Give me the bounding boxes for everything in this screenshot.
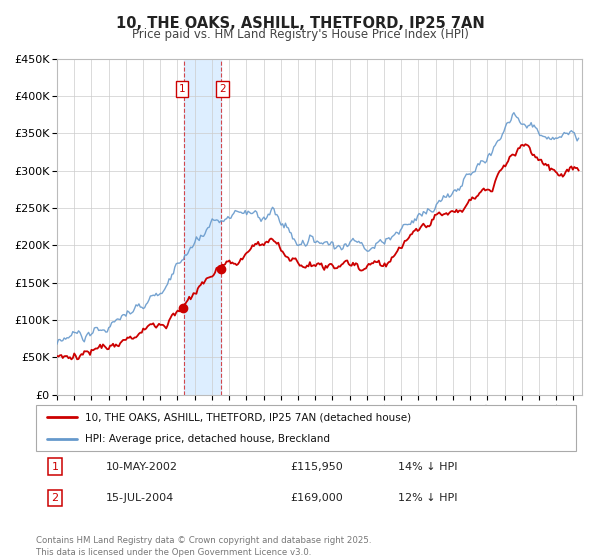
Text: £115,950: £115,950 [290,461,343,472]
Text: 2: 2 [52,493,58,503]
Text: £169,000: £169,000 [290,493,343,503]
Text: 10, THE OAKS, ASHILL, THETFORD, IP25 7AN (detached house): 10, THE OAKS, ASHILL, THETFORD, IP25 7AN… [85,412,411,422]
Bar [184,59,221,395]
Text: 1: 1 [179,83,185,94]
Text: 2: 2 [220,83,226,94]
Text: Contains HM Land Registry data © Crown copyright and database right 2025.
This d: Contains HM Land Registry data © Crown c… [36,536,371,557]
Text: 1: 1 [52,461,58,472]
Text: Price paid vs. HM Land Registry's House Price Index (HPI): Price paid vs. HM Land Registry's House … [131,28,469,41]
Text: 14% ↓ HPI: 14% ↓ HPI [398,461,457,472]
Text: 10, THE OAKS, ASHILL, THETFORD, IP25 7AN: 10, THE OAKS, ASHILL, THETFORD, IP25 7AN [116,16,484,31]
Text: 15-JUL-2004: 15-JUL-2004 [106,493,175,503]
Text: 12% ↓ HPI: 12% ↓ HPI [398,493,457,503]
Text: HPI: Average price, detached house, Breckland: HPI: Average price, detached house, Brec… [85,435,329,444]
FancyBboxPatch shape [36,405,576,451]
Text: 10-MAY-2002: 10-MAY-2002 [106,461,178,472]
